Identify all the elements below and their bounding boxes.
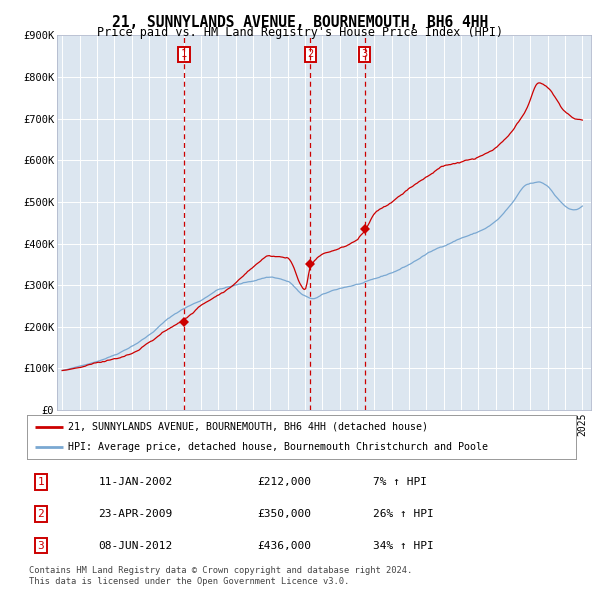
- Text: 2: 2: [37, 509, 44, 519]
- Text: 3: 3: [361, 49, 368, 59]
- Text: 21, SUNNYLANDS AVENUE, BOURNEMOUTH, BH6 4HH: 21, SUNNYLANDS AVENUE, BOURNEMOUTH, BH6 …: [112, 15, 488, 30]
- Text: 21, SUNNYLANDS AVENUE, BOURNEMOUTH, BH6 4HH (detached house): 21, SUNNYLANDS AVENUE, BOURNEMOUTH, BH6 …: [68, 422, 428, 432]
- Text: 3: 3: [37, 540, 44, 550]
- Text: Contains HM Land Registry data © Crown copyright and database right 2024.
This d: Contains HM Land Registry data © Crown c…: [29, 566, 412, 586]
- Text: 08-JUN-2012: 08-JUN-2012: [98, 540, 173, 550]
- Text: Price paid vs. HM Land Registry's House Price Index (HPI): Price paid vs. HM Land Registry's House …: [97, 26, 503, 39]
- Text: 23-APR-2009: 23-APR-2009: [98, 509, 173, 519]
- Text: 7% ↑ HPI: 7% ↑ HPI: [373, 477, 427, 487]
- Text: 2: 2: [307, 49, 313, 59]
- Text: 1: 1: [37, 477, 44, 487]
- Text: £212,000: £212,000: [257, 477, 311, 487]
- Text: 34% ↑ HPI: 34% ↑ HPI: [373, 540, 434, 550]
- Text: £436,000: £436,000: [257, 540, 311, 550]
- Text: 26% ↑ HPI: 26% ↑ HPI: [373, 509, 434, 519]
- Text: HPI: Average price, detached house, Bournemouth Christchurch and Poole: HPI: Average price, detached house, Bour…: [68, 442, 488, 452]
- Text: £350,000: £350,000: [257, 509, 311, 519]
- Text: 1: 1: [181, 49, 187, 59]
- Text: 11-JAN-2002: 11-JAN-2002: [98, 477, 173, 487]
